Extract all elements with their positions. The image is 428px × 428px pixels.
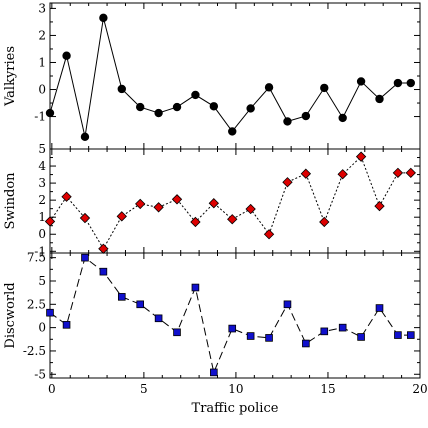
y-axis-label: Discworld	[3, 282, 18, 348]
data-point	[320, 327, 329, 336]
data-point	[99, 13, 108, 23]
y-tick-label: 4	[38, 159, 46, 173]
data-point	[210, 368, 218, 377]
data-point	[135, 198, 146, 210]
y-tick-label: 2	[38, 193, 46, 207]
data-point	[300, 168, 312, 179]
data-point	[392, 167, 404, 179]
data-point	[62, 321, 71, 329]
data-point	[80, 132, 90, 142]
data-point	[117, 293, 126, 301]
y-tick-label: 5	[38, 142, 46, 156]
data-point	[191, 283, 200, 292]
data-point	[116, 211, 127, 222]
data-point	[265, 334, 273, 342]
data-point	[228, 324, 237, 333]
y-tick-label: 2	[38, 28, 46, 42]
data-point	[99, 267, 108, 276]
data-point	[172, 102, 182, 112]
data-point	[264, 83, 274, 92]
y-tick-label: 2.5	[27, 297, 46, 311]
data-point	[173, 328, 181, 337]
data-point	[228, 127, 237, 136]
x-tick-label: 0	[48, 382, 56, 396]
series-line	[49, 155, 411, 250]
data-point	[319, 216, 330, 228]
x-tick-label: 15	[320, 382, 335, 396]
y-tick-label: 0	[38, 83, 46, 97]
data-point	[375, 94, 384, 104]
data-point	[283, 117, 292, 126]
data-point	[406, 331, 415, 339]
y-tick-label: -2.5	[23, 344, 46, 358]
data-point	[171, 194, 183, 205]
y-tick-label: 0	[38, 321, 46, 335]
y-axis-label: Valkyries	[3, 46, 18, 107]
y-axis-label: Swindon	[3, 172, 18, 230]
data-point	[301, 111, 311, 121]
data-point	[153, 202, 164, 213]
data-point	[405, 167, 416, 179]
data-point	[62, 51, 71, 60]
data-point	[245, 203, 256, 215]
data-point	[227, 214, 238, 225]
y-tick-label: -5	[34, 367, 46, 381]
y-tick-label: 3	[38, 176, 46, 190]
x-tick-label: 5	[140, 382, 148, 396]
data-point	[208, 198, 219, 209]
data-point	[338, 323, 347, 332]
panel-swindon: -1 0 1 2 3 4 5 Swindon	[3, 142, 421, 258]
series-line	[49, 17, 411, 137]
data-point	[246, 104, 255, 113]
data-point	[46, 308, 54, 317]
data-point	[81, 253, 89, 262]
y-tick-label: -1	[34, 110, 46, 124]
data-point	[375, 304, 384, 312]
data-point	[154, 314, 163, 323]
data-point	[79, 212, 91, 224]
y-tick-label: -1	[34, 244, 46, 258]
x-tick-label: 10	[228, 382, 243, 396]
data-point	[406, 78, 415, 88]
data-point	[355, 151, 367, 162]
data-point	[338, 113, 347, 123]
data-point	[337, 169, 348, 180]
data-point	[357, 333, 365, 341]
data-point	[45, 108, 55, 118]
data-point	[263, 229, 275, 240]
data-point	[117, 84, 126, 94]
data-point	[302, 339, 310, 348]
panel-discworld: -5 -2.5 0 2.5 5 7.5 Discworld	[3, 251, 421, 381]
panel-valkyries: -1 0 1 2 3 Valkyries	[3, 1, 421, 150]
x-tick-label: 20	[412, 382, 427, 396]
data-point	[356, 77, 366, 86]
y-tick-label: 0	[38, 227, 46, 241]
data-point	[394, 331, 402, 339]
y-tick-label: 1	[38, 55, 46, 69]
data-point	[246, 332, 255, 340]
data-point	[209, 102, 219, 111]
data-point	[154, 108, 163, 118]
data-point	[136, 300, 144, 309]
series-line	[49, 256, 411, 375]
data-point	[44, 216, 56, 227]
data-point	[320, 83, 329, 93]
data-point	[191, 90, 200, 100]
x-axis-label: Traffic police	[192, 401, 279, 416]
data-point	[283, 300, 292, 309]
y-tick-label: 3	[38, 1, 46, 15]
data-point	[374, 200, 385, 212]
data-point	[61, 191, 72, 202]
data-point	[190, 216, 201, 228]
data-point	[135, 102, 145, 112]
y-tick-label: 7.5	[27, 251, 46, 265]
y-tick-label: 1	[38, 210, 46, 224]
data-point	[393, 78, 403, 88]
data-point	[282, 177, 293, 188]
y-tick-label: 5	[38, 274, 46, 288]
